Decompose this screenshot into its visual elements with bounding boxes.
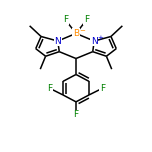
Text: F: F <box>47 84 52 93</box>
Text: N: N <box>91 36 98 46</box>
Text: F: F <box>63 15 68 24</box>
Text: F: F <box>84 15 89 24</box>
Text: N: N <box>54 36 61 46</box>
Text: F: F <box>73 110 79 119</box>
Text: −: − <box>79 28 85 34</box>
Text: +: + <box>97 35 103 41</box>
Text: F: F <box>100 84 105 93</box>
Text: B: B <box>73 29 79 38</box>
